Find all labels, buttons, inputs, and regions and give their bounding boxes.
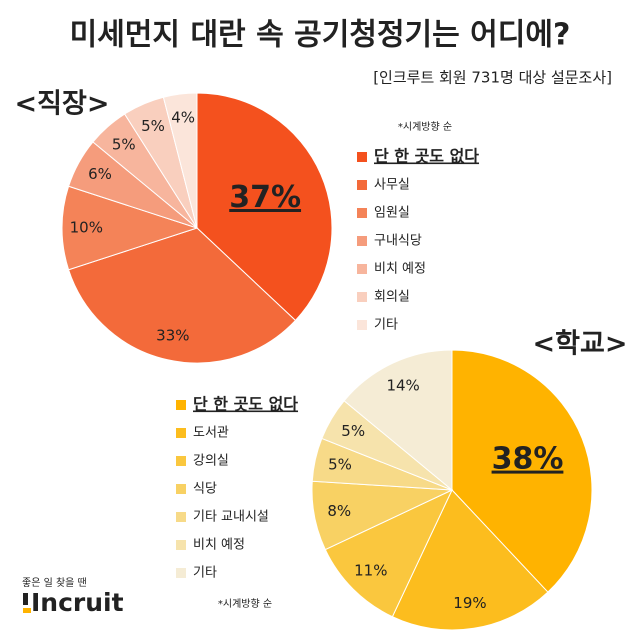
value-label: 10% (70, 219, 103, 237)
legend-swatch (357, 320, 367, 330)
legend-swatch (357, 292, 367, 302)
legend-swatch (176, 400, 186, 410)
pie-slice (343, 349, 453, 492)
legend-label: 기타 (374, 318, 398, 333)
value-label: 5% (328, 455, 352, 473)
legend-label: 단 한 곳도 없다 (374, 147, 479, 166)
legend-swatch (357, 152, 367, 162)
legend-label: 구내식당 (374, 234, 422, 249)
legend-label: 비치 예정 (374, 262, 426, 277)
legend-swatch (357, 236, 367, 246)
note: *시계방향 순 (218, 598, 272, 610)
chart-title: <직장> (15, 89, 110, 120)
legend-swatch (357, 208, 367, 218)
logo-mark (23, 608, 31, 613)
pie-slice (324, 488, 454, 618)
pie-slice (196, 92, 333, 322)
legend-swatch (176, 568, 186, 578)
legend-label: 강의실 (193, 454, 229, 469)
pie-slice (162, 92, 198, 229)
pie-slice (451, 349, 593, 593)
value-label: 4% (171, 109, 195, 127)
legend-swatch (357, 264, 367, 274)
value-label: 14% (386, 377, 419, 395)
legend-swatch (176, 484, 186, 494)
subtitle: [인크루트 회원 731명 대상 설문조사] (373, 69, 612, 87)
legend-label: 회의실 (374, 290, 410, 305)
pie-slice (67, 227, 297, 364)
pie-slice (391, 489, 549, 631)
legend-label: 사무실 (374, 178, 410, 193)
logo-tagline: 좋은 일 찾을 땐 (22, 577, 87, 589)
legend-swatch (357, 180, 367, 190)
legend-label: 기타 교내시설 (193, 510, 269, 525)
legend-swatch (176, 540, 186, 550)
legend-label: 기타 (193, 566, 217, 581)
legend-label: 단 한 곳도 없다 (193, 395, 298, 414)
value-label: 5% (141, 117, 165, 135)
legend-label: 임원실 (374, 206, 410, 221)
value-label: 33% (156, 327, 189, 345)
value-label: 5% (341, 422, 365, 440)
logo-name: Incruit (31, 588, 124, 617)
main-title: 미세먼지 대란 속 공기청정기는 어디에? (70, 18, 571, 53)
value-label: 11% (354, 562, 387, 580)
value-label: 8% (327, 502, 351, 520)
logo-mark (23, 593, 28, 605)
legend-swatch (176, 456, 186, 466)
chart-title: <학교> (533, 329, 628, 360)
value-label: 38% (492, 442, 564, 477)
legend-label: 도서관 (193, 426, 229, 441)
note: *시계방향 순 (398, 121, 452, 133)
value-label: 37% (229, 180, 301, 215)
value-label: 6% (88, 165, 112, 183)
value-label: 19% (453, 594, 486, 612)
legend-label: 식당 (193, 482, 217, 497)
pie-slice (61, 185, 199, 271)
legend-swatch (176, 512, 186, 522)
legend-label: 비치 예정 (193, 538, 245, 553)
value-label: 5% (112, 135, 136, 153)
legend-swatch (176, 428, 186, 438)
